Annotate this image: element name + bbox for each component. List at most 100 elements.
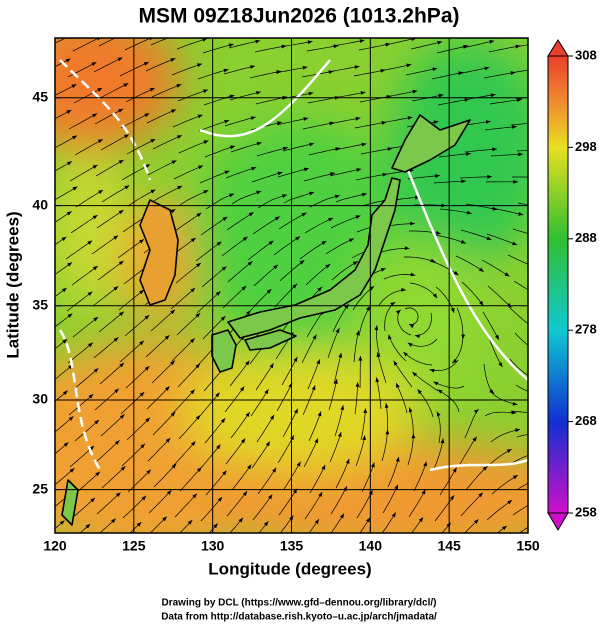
x-axis-label: Longitude (degrees) (208, 559, 371, 578)
streamline-arrow (395, 456, 400, 462)
streamline (198, 120, 230, 132)
streamline-arrow (403, 352, 409, 357)
streamline (308, 411, 322, 442)
streamline (409, 230, 441, 235)
streamline-arrow (149, 87, 155, 92)
streamline (410, 41, 443, 50)
streamline-arrow (240, 386, 245, 392)
streamline (482, 311, 500, 340)
credit: Data from http://database.rish.kyoto–u.a… (161, 612, 437, 623)
streamline (73, 368, 99, 390)
streamline-arrow (396, 382, 400, 388)
streamline (407, 175, 440, 180)
streamline (462, 40, 495, 49)
streamline (225, 438, 246, 465)
streamline (435, 286, 455, 314)
streamline (196, 291, 221, 314)
streamline (119, 340, 145, 363)
streamline (510, 123, 528, 126)
streamline-arrow (213, 523, 218, 529)
streamline (388, 334, 407, 362)
streamline (153, 185, 183, 202)
streamline (122, 495, 147, 519)
streamline-arrow (277, 171, 283, 176)
streamline-arrow (334, 379, 338, 384)
streamline-arrow (374, 325, 379, 331)
streamline-arrow (321, 464, 326, 470)
streamline-arrow (88, 394, 94, 399)
streamline (55, 338, 68, 350)
streamline-arrow (394, 484, 398, 490)
streamline-arrow (66, 161, 72, 166)
x-tick-label: 145 (437, 538, 461, 554)
streamline-arrow (92, 164, 98, 169)
streamline-arrow (220, 418, 226, 423)
streamline-arrow (256, 190, 262, 195)
streamline (101, 185, 130, 203)
streamline-arrow (390, 302, 396, 307)
streamline-arrow (404, 246, 410, 251)
streamline (515, 384, 528, 392)
streamline (55, 287, 67, 298)
streamline-arrow (339, 513, 345, 519)
streamline (226, 490, 248, 517)
streamline (512, 176, 528, 178)
streamline-arrow (429, 368, 435, 373)
streamline-arrow (437, 40, 443, 45)
streamline (441, 522, 452, 533)
streamline-arrow (248, 212, 254, 217)
streamline-arrow (146, 469, 151, 475)
streamline-arrow (177, 185, 183, 190)
streamline-arrow (355, 215, 361, 219)
streamline-arrow (111, 518, 116, 524)
streamline-arrow (65, 58, 71, 63)
streamline-arrow (119, 414, 125, 419)
streamline (497, 525, 508, 533)
streamline-arrow (412, 89, 418, 94)
streamline (225, 166, 257, 179)
contours (58, 59, 528, 472)
streamline-arrow (269, 363, 274, 369)
streamline-arrow (512, 475, 518, 480)
streamline-arrow (203, 190, 209, 194)
streamline-arrow (501, 525, 507, 531)
streamline (304, 217, 334, 234)
streamline-arrow (478, 267, 484, 272)
streamline-arrow (66, 110, 72, 114)
streamline-arrow (461, 334, 466, 340)
streamline-arrow (506, 449, 512, 453)
streamline (433, 180, 466, 184)
streamline (516, 150, 528, 152)
streamline (380, 116, 413, 124)
streamline-arrow (195, 363, 200, 369)
streamline (129, 521, 142, 533)
streamline (146, 386, 170, 410)
streamline (197, 69, 229, 80)
streamline (258, 521, 269, 533)
streamline-arrow (170, 309, 175, 315)
streamline-arrow (170, 58, 176, 62)
streamline-arrow (530, 375, 535, 379)
streamline (70, 214, 98, 234)
streamline-arrow (216, 444, 221, 450)
streamline-arrow (359, 39, 365, 44)
streamline (385, 90, 418, 98)
streamline-arrow (371, 462, 375, 468)
streamline (100, 414, 125, 437)
streamline-arrow (355, 330, 360, 336)
streamline (278, 212, 307, 230)
streamline-arrow (90, 497, 96, 503)
grid (54, 38, 529, 533)
credit: Drawing by DCL (https://www.gfd–dennou.o… (161, 598, 436, 609)
streamline (377, 247, 410, 254)
streamline (376, 325, 381, 358)
streamline (94, 388, 120, 411)
streamline (417, 389, 434, 418)
streamline (334, 143, 367, 151)
streamline (248, 288, 272, 313)
streamline-arrow (92, 215, 98, 220)
streamline-arrow (95, 471, 100, 477)
streamline-arrow (418, 517, 424, 523)
streamline (511, 455, 528, 464)
streamline-arrow (139, 392, 145, 397)
